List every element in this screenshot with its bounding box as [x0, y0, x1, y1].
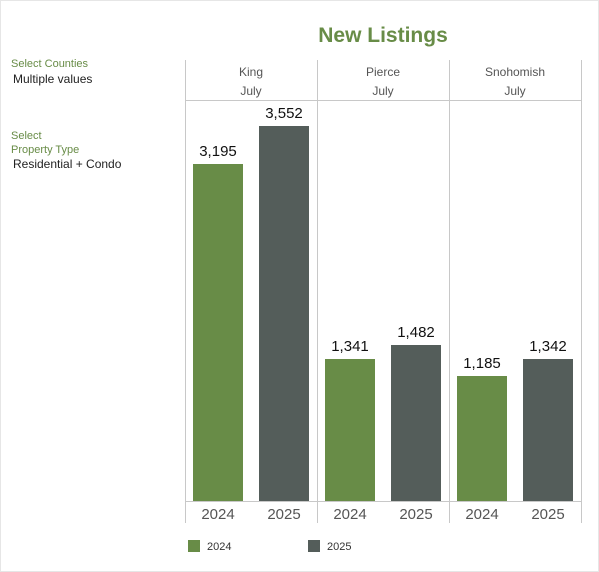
select-property-type-label-line2: Property Type — [11, 144, 80, 156]
select-counties-label: Select Counties — [11, 58, 89, 70]
x-tick-snohomish-2025: 2025 — [531, 506, 565, 523]
x-tick-king-2024: 2024 — [201, 506, 235, 523]
pane-divider — [185, 60, 186, 523]
pane-divider — [449, 60, 450, 523]
counties-filter-value[interactable]: Multiple values — [13, 72, 93, 86]
x-tick-snohomish-2024: 2024 — [465, 506, 499, 523]
data-label-snohomish-2024: 1,185 — [463, 354, 501, 372]
bar-king-2024 — [193, 163, 243, 501]
data-label-king-2025: 3,552 — [265, 105, 303, 123]
column-header-snohomish: Snohomish — [484, 65, 546, 79]
select-property-type-label-line1: Select — [11, 130, 42, 142]
bar-pierce-2025 — [391, 344, 441, 501]
column-month-king: July — [240, 84, 262, 98]
legend-label-2024: 2024 — [207, 541, 232, 553]
legend-swatch-2025 — [308, 540, 320, 552]
x-tick-pierce-2024: 2024 — [333, 506, 367, 523]
chart-title: New Listings — [318, 24, 448, 47]
bar-snohomish-2024 — [457, 375, 507, 501]
property-type-filter-value[interactable]: Residential + Condo — [13, 157, 122, 171]
bar-king-2025 — [259, 126, 309, 501]
legend-swatch-2024 — [188, 540, 200, 552]
x-tick-king-2025: 2025 — [267, 506, 301, 523]
header-divider — [185, 100, 581, 101]
data-label-pierce-2025: 1,482 — [397, 323, 435, 341]
data-label-pierce-2024: 1,341 — [331, 338, 369, 356]
x-axis-line — [185, 501, 581, 502]
column-month-pierce: July — [372, 84, 394, 98]
column-month-snohomish: July — [504, 84, 526, 98]
data-label-snohomish-2025: 1,342 — [529, 338, 567, 356]
bar-pierce-2024 — [325, 359, 375, 501]
x-tick-pierce-2025: 2025 — [399, 506, 433, 523]
bar-snohomish-2025 — [523, 359, 573, 501]
legend-label-2025: 2025 — [327, 541, 352, 553]
pane-divider — [581, 60, 582, 523]
column-header-king: King — [238, 65, 264, 79]
column-header-pierce: Pierce — [365, 65, 400, 79]
data-label-king-2024: 3,195 — [199, 142, 237, 160]
pane-divider — [317, 60, 318, 523]
